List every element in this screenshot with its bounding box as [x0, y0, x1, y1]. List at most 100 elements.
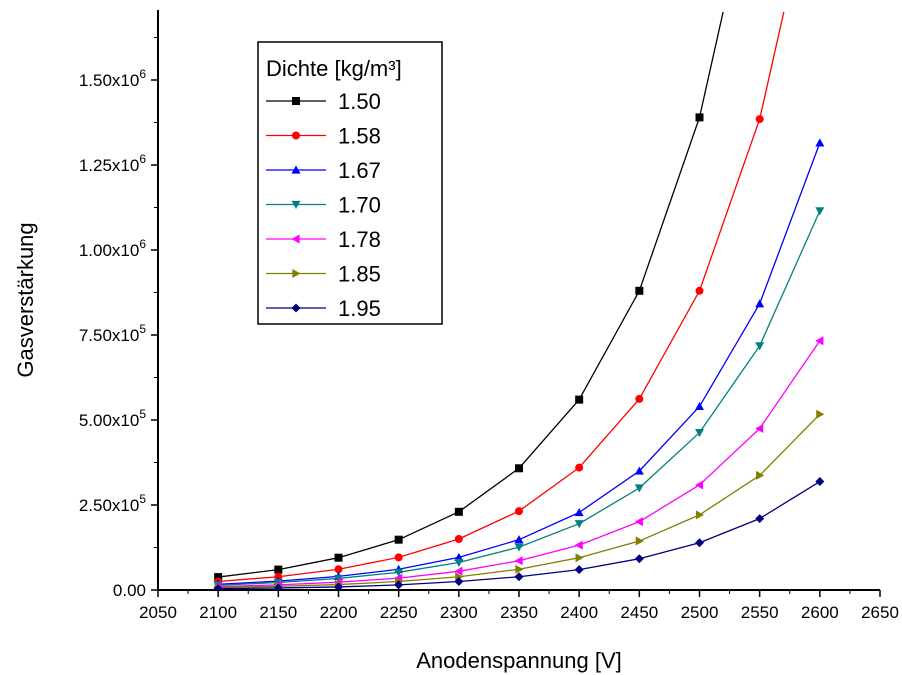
- y-tick-label: 2.50x105: [79, 492, 147, 515]
- legend-marker: [292, 97, 300, 105]
- data-point: [454, 566, 463, 576]
- data-point: [394, 580, 404, 590]
- data-point: [334, 553, 343, 562]
- series-1.58: [214, 12, 785, 586]
- x-tick-label: 2150: [259, 603, 297, 622]
- x-tick-label: 2250: [380, 603, 418, 622]
- legend-label: 1.67: [338, 158, 381, 183]
- legend-marker: [292, 131, 300, 140]
- x-tick-label: 2500: [681, 603, 719, 622]
- legend-items: 1.50 1.58 1.67 1.70 1.78 1.85 1.95: [266, 89, 381, 321]
- legend-box: [257, 41, 443, 325]
- x-axis-title: Anodenspannung [V]: [416, 648, 622, 673]
- data-point: [394, 535, 403, 544]
- data-point: [634, 484, 644, 493]
- data-point: [815, 207, 825, 216]
- data-point: [755, 342, 765, 351]
- data-point: [394, 553, 403, 562]
- data-point: [695, 480, 704, 490]
- legend-marker: [291, 165, 301, 174]
- x-tick-label: 2450: [620, 603, 658, 622]
- legend-marker: [292, 269, 301, 278]
- x-axis-ticks: 2050 2100 2150 2200 2250 2300 2350 2400 2450 2500…: [139, 590, 899, 622]
- legend-marker: [291, 303, 301, 313]
- legend-item: 1.67: [266, 158, 381, 183]
- data-point: [454, 558, 464, 567]
- legend-item: 1.85: [266, 262, 381, 287]
- data-point: [756, 470, 765, 480]
- data-point: [574, 507, 584, 517]
- data-point: [816, 409, 825, 419]
- data-point: [695, 510, 704, 520]
- data-point: [634, 466, 644, 475]
- legend-item: 1.58: [266, 124, 381, 149]
- data-point: [695, 401, 704, 410]
- x-tick-label: 2400: [560, 603, 598, 622]
- legend-marker: [291, 234, 300, 244]
- data-point: [454, 535, 463, 543]
- data-point: [815, 336, 824, 346]
- data-point: [695, 538, 704, 548]
- y-tick-label: 5.00x105: [79, 407, 147, 430]
- data-point: [214, 573, 223, 582]
- y-axis-title: Gasverstärkung: [13, 222, 38, 377]
- data-point: [273, 583, 283, 590]
- data-point: [515, 564, 524, 574]
- data-point: [695, 286, 704, 295]
- y-tick-label: 1.25x106: [79, 152, 147, 175]
- y-tick-label: 0.00: [113, 581, 146, 600]
- data-point: [574, 520, 584, 529]
- legend-label: 1.85: [338, 262, 381, 287]
- y-tick-label: 1.50x106: [79, 67, 147, 90]
- data-point: [514, 543, 524, 552]
- legend-label: 1.50: [338, 89, 381, 114]
- legend-item: 1.95: [266, 296, 381, 321]
- x-tick-label: 2600: [801, 603, 839, 622]
- data-point: [515, 507, 523, 516]
- x-tick-label: 2650: [861, 603, 899, 622]
- data-point: [695, 428, 704, 438]
- data-point: [334, 574, 343, 583]
- data-point: [575, 553, 584, 563]
- legend: Dichte [kg/m³] 1.501.581.671.701.781.851…: [257, 41, 443, 325]
- legend-marker: [291, 200, 301, 209]
- data-point: [574, 540, 583, 550]
- data-point: [514, 535, 524, 544]
- data-point: [635, 394, 644, 403]
- series-1.78: [213, 336, 824, 590]
- data-point: [755, 514, 765, 524]
- data-point: [815, 138, 825, 147]
- data-point: [575, 395, 584, 404]
- x-tick-label: 2050: [139, 603, 177, 622]
- legend-item: 1.70: [266, 193, 381, 218]
- y-axis-ticks: 0.00 2.50x105 5.00x105 7.50x105 1.00x106 1.25…: [79, 37, 158, 600]
- data-point: [635, 536, 644, 546]
- data-point: [514, 556, 523, 566]
- data-point: [213, 584, 223, 590]
- data-point: [755, 115, 764, 124]
- data-point: [635, 286, 644, 295]
- data-point: [755, 299, 765, 308]
- x-tick-label: 2350: [500, 603, 538, 622]
- data-point: [334, 565, 343, 574]
- legend-label: 1.58: [338, 124, 381, 149]
- legend-item: 1.50: [266, 89, 381, 114]
- data-point: [515, 464, 523, 473]
- y-tick-label: 7.50x105: [79, 322, 147, 345]
- legend-title: Dichte [kg/m³]: [266, 56, 402, 81]
- y-tick-label: 1.00x106: [79, 237, 147, 260]
- data-point: [815, 477, 825, 487]
- legend-label: 1.78: [338, 227, 381, 252]
- data-point: [695, 113, 704, 122]
- x-tick-label: 2300: [440, 603, 478, 622]
- x-tick-label: 2550: [741, 603, 779, 622]
- series-1.95: [213, 477, 825, 590]
- plot-area: [213, 12, 825, 590]
- data-point: [274, 565, 283, 574]
- data-point: [634, 554, 644, 564]
- series-1.50: [214, 12, 724, 582]
- data-point: [454, 577, 464, 586]
- data-point: [514, 572, 524, 582]
- legend-label: 1.70: [338, 193, 381, 218]
